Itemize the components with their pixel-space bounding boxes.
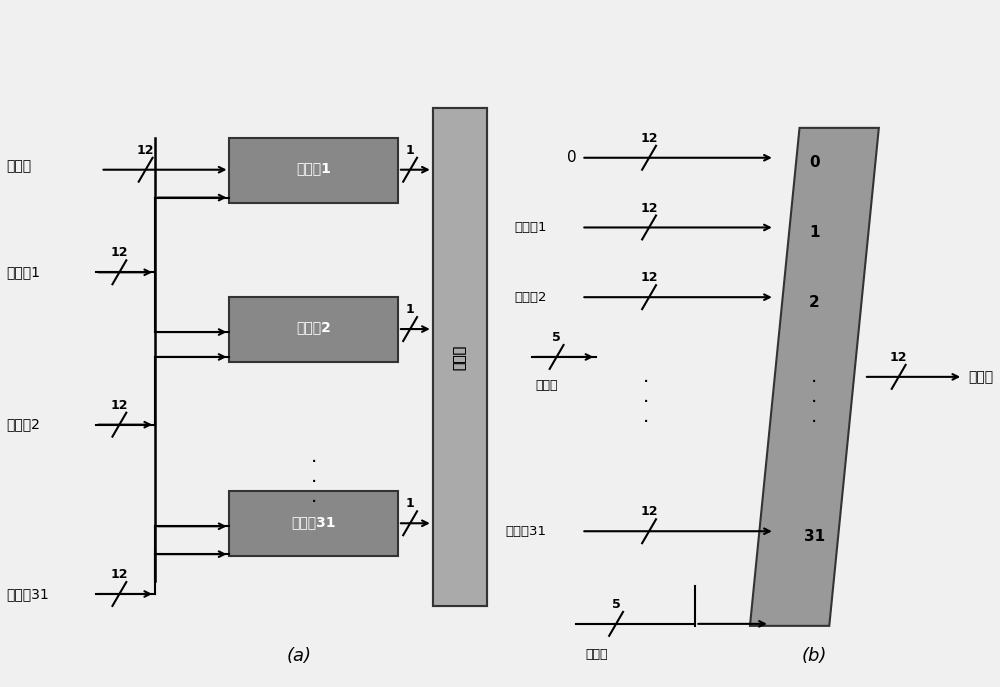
Text: .: . <box>811 368 818 386</box>
Text: (b): (b) <box>802 646 827 665</box>
Text: 2: 2 <box>809 295 820 310</box>
Text: 比较器2: 比较器2 <box>296 321 331 335</box>
Text: 12: 12 <box>640 132 658 145</box>
Text: 索引值: 索引值 <box>585 648 608 661</box>
Text: (a): (a) <box>286 646 311 665</box>
Text: .: . <box>643 387 649 406</box>
Text: .: . <box>311 487 317 506</box>
Text: 定点值31: 定点值31 <box>6 587 49 601</box>
FancyBboxPatch shape <box>433 108 487 606</box>
Text: 1: 1 <box>406 144 414 157</box>
Text: .: . <box>811 387 818 406</box>
Text: 定点倃2: 定点倃2 <box>514 291 547 304</box>
Text: .: . <box>311 447 317 466</box>
Text: 12: 12 <box>111 398 128 412</box>
Text: 31: 31 <box>804 529 825 543</box>
FancyBboxPatch shape <box>229 491 398 556</box>
Text: 比较器1: 比较器1 <box>296 161 331 175</box>
Text: 5: 5 <box>612 598 620 611</box>
Text: 5: 5 <box>552 331 561 344</box>
Text: 1: 1 <box>406 303 414 316</box>
Text: 1: 1 <box>809 225 820 240</box>
Text: .: . <box>311 467 317 486</box>
Text: .: . <box>643 368 649 386</box>
Text: 0: 0 <box>567 150 576 166</box>
Text: .: . <box>643 407 649 426</box>
Text: 0: 0 <box>809 155 820 170</box>
Text: 解码器: 解码器 <box>453 344 467 370</box>
Text: 1: 1 <box>406 497 414 510</box>
Text: 索引值: 索引值 <box>535 379 558 392</box>
Text: 12: 12 <box>640 271 658 284</box>
Text: 12: 12 <box>111 247 128 259</box>
Text: 定点倃2: 定点倃2 <box>6 418 40 431</box>
Text: 还原值: 还原值 <box>968 370 993 384</box>
FancyBboxPatch shape <box>229 138 398 203</box>
Text: 解码器: 解码器 <box>453 344 467 370</box>
Text: 12: 12 <box>640 506 658 518</box>
Text: 定点倃1: 定点倃1 <box>6 265 40 280</box>
Text: 比较格31: 比较格31 <box>291 515 336 529</box>
FancyBboxPatch shape <box>433 108 487 606</box>
Text: 定点值31: 定点值31 <box>506 525 547 538</box>
Text: .: . <box>811 407 818 426</box>
FancyBboxPatch shape <box>229 297 398 362</box>
Polygon shape <box>750 128 879 626</box>
Text: 12: 12 <box>640 201 658 214</box>
Text: 12: 12 <box>137 144 154 157</box>
Text: 12: 12 <box>111 568 128 581</box>
Text: 定点倃1: 定点倃1 <box>514 221 547 234</box>
Text: 初始值: 初始值 <box>6 159 31 172</box>
Text: 12: 12 <box>890 351 907 364</box>
